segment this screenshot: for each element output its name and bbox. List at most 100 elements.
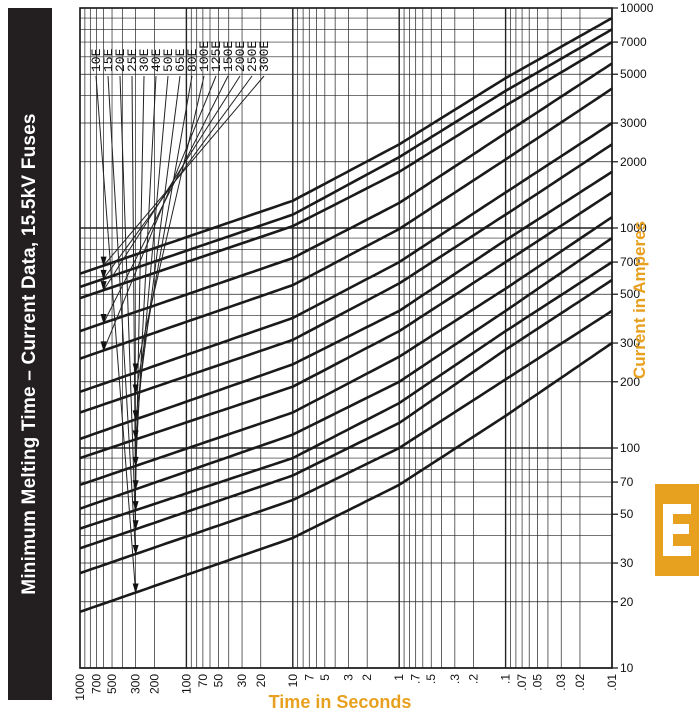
x-tick-label: .07 <box>515 674 529 691</box>
label-15E: 15E <box>101 48 116 72</box>
y-tick-label: 500 <box>620 287 640 301</box>
x-tick-label: 5 <box>318 674 332 681</box>
arrow-65E <box>132 410 139 421</box>
x-tick-label: 700 <box>89 674 103 694</box>
curves <box>79 16 613 614</box>
arrow-15E <box>132 545 139 556</box>
x-tick-label: .5 <box>424 674 438 684</box>
y-tick-label: 10 <box>620 661 634 675</box>
y-tick-label: 10000 <box>620 1 654 15</box>
y-tick-label: 30 <box>620 556 634 570</box>
leader-300E <box>103 75 265 266</box>
arrow-20E <box>132 520 139 531</box>
leader-65E <box>135 75 181 420</box>
leader-20E <box>119 75 137 530</box>
curve-20E <box>79 278 613 550</box>
leader-200E <box>103 75 241 291</box>
x-tick-label: .05 <box>531 674 545 691</box>
arrow-200E <box>100 281 107 292</box>
arrow-10E <box>132 583 139 594</box>
x-tick-label: 2 <box>360 674 374 681</box>
x-tick-label: 1 <box>392 674 406 681</box>
curve-80E <box>79 143 613 414</box>
x-tick-label: 20 <box>254 674 268 688</box>
arrow-250E <box>100 269 107 280</box>
curve-200E <box>79 40 613 300</box>
y-tick-label: 300 <box>620 336 640 350</box>
grid-lines <box>79 7 613 669</box>
arrow-80E <box>132 384 139 395</box>
y-tick-label: 700 <box>620 255 640 269</box>
curve-250E <box>79 28 613 289</box>
curve-125E <box>79 87 613 360</box>
curve-30E <box>79 237 613 510</box>
curve-10E <box>79 341 613 614</box>
x-tick-label: 200 <box>147 674 161 694</box>
y-tick-label: 50 <box>620 507 634 521</box>
y-tick-label: 200 <box>620 375 640 389</box>
x-tick-label: 100 <box>179 674 193 694</box>
y-tick-label: 7000 <box>620 35 647 49</box>
x-tick-label: 7 <box>302 674 316 681</box>
curve-300E <box>79 16 613 275</box>
curve-15E <box>79 309 613 575</box>
curve-50E <box>79 191 613 460</box>
arrow-30E <box>132 480 139 491</box>
x-tick-label: 1000 <box>73 674 87 701</box>
arrow-300E <box>100 256 107 267</box>
x-tick-label: 3 <box>341 674 355 681</box>
arrow-25E <box>132 501 139 512</box>
leader-80E <box>135 75 193 394</box>
label-40E: 40E <box>149 48 164 72</box>
y-tick-label: 3000 <box>620 116 647 130</box>
label-250E: 250E <box>245 41 260 72</box>
label-50E: 50E <box>161 48 176 72</box>
arrow-100E <box>132 363 139 374</box>
section-tab <box>655 484 699 576</box>
leader-125E <box>103 75 217 351</box>
label-125E: 125E <box>209 41 224 72</box>
title-bar <box>8 8 52 700</box>
x-tick-label: 500 <box>105 674 119 694</box>
label-150E: 150E <box>221 41 236 72</box>
curve-labels: 10E15E20E25E30E40E50E65E80E100E125E150E2… <box>89 41 272 594</box>
y-tick-label: 2000 <box>620 155 647 169</box>
arrow-150E <box>100 313 107 324</box>
label-100E: 100E <box>197 41 212 72</box>
y-tick-label: 1000 <box>620 221 647 235</box>
letter-e-icon <box>663 504 691 556</box>
label-25E: 25E <box>125 48 140 72</box>
x-tick-label: 30 <box>235 674 249 688</box>
arrow-50E <box>132 430 139 441</box>
x-tick-label: .3 <box>448 674 462 684</box>
x-tick-label: .1 <box>499 674 513 684</box>
x-tick-label: .01 <box>605 674 619 691</box>
label-30E: 30E <box>137 48 152 72</box>
x-tick-label: 10 <box>286 674 300 688</box>
label-200E: 200E <box>233 41 248 72</box>
x-tick-label: .2 <box>467 674 481 684</box>
curve-150E <box>79 62 613 333</box>
curve-100E <box>79 121 613 394</box>
curve-65E <box>79 170 613 441</box>
y-tick-label: 5000 <box>620 67 647 81</box>
leader-150E <box>103 75 229 324</box>
y-axis-label: Current in Amperes <box>630 220 649 380</box>
label-10E: 10E <box>89 48 104 72</box>
arrow-40E <box>132 456 139 467</box>
tick-labels: 1000070005000300020001000700500300200100… <box>73 1 654 701</box>
y-tick-label: 20 <box>620 595 634 609</box>
x-tick-label: 50 <box>211 674 225 688</box>
label-20E: 20E <box>113 48 128 72</box>
x-tick-label: .03 <box>554 674 568 691</box>
x-tick-label: .7 <box>409 674 423 684</box>
curve-40E <box>79 216 613 487</box>
label-65E: 65E <box>173 48 188 72</box>
y-tick-label: 70 <box>620 475 634 489</box>
label-300E: 300E <box>257 41 272 72</box>
curve-25E <box>79 261 613 530</box>
leader-15E <box>107 75 137 555</box>
x-tick-label: .02 <box>573 674 587 691</box>
y-tick-label: 100 <box>620 441 640 455</box>
